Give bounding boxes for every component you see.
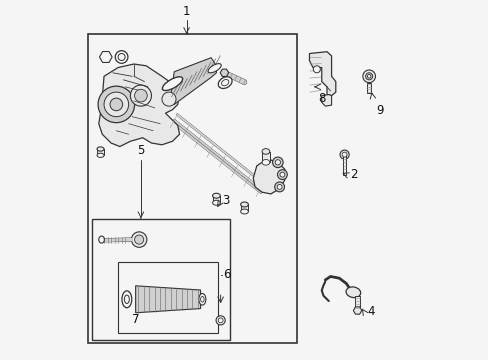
Circle shape bbox=[362, 70, 375, 83]
Polygon shape bbox=[309, 52, 335, 96]
Bar bbox=[354, 297, 359, 309]
Circle shape bbox=[134, 89, 147, 102]
Ellipse shape bbox=[99, 236, 104, 243]
Ellipse shape bbox=[262, 149, 269, 154]
Circle shape bbox=[218, 318, 223, 323]
Ellipse shape bbox=[122, 291, 131, 308]
Circle shape bbox=[162, 92, 176, 106]
Ellipse shape bbox=[218, 77, 232, 89]
Ellipse shape bbox=[162, 77, 182, 90]
Circle shape bbox=[342, 152, 346, 157]
Circle shape bbox=[339, 150, 348, 159]
Circle shape bbox=[134, 235, 143, 244]
Polygon shape bbox=[99, 64, 179, 147]
Circle shape bbox=[118, 54, 125, 60]
Text: 1: 1 bbox=[183, 5, 190, 18]
Circle shape bbox=[366, 75, 370, 78]
Circle shape bbox=[313, 66, 320, 73]
Ellipse shape bbox=[212, 193, 220, 198]
Polygon shape bbox=[321, 95, 331, 106]
Bar bbox=[97, 149, 104, 155]
Ellipse shape bbox=[221, 80, 228, 86]
Polygon shape bbox=[170, 58, 216, 104]
Ellipse shape bbox=[346, 287, 360, 298]
Bar bbox=[92, 219, 230, 340]
Ellipse shape bbox=[97, 153, 104, 157]
Polygon shape bbox=[220, 69, 228, 76]
Circle shape bbox=[272, 157, 283, 168]
Circle shape bbox=[274, 182, 284, 192]
Circle shape bbox=[365, 73, 372, 80]
Bar bbox=[262, 152, 269, 162]
Polygon shape bbox=[99, 51, 112, 63]
Circle shape bbox=[216, 316, 225, 325]
Text: 2: 2 bbox=[349, 168, 357, 181]
Ellipse shape bbox=[240, 202, 248, 207]
Bar bbox=[88, 34, 297, 343]
Ellipse shape bbox=[124, 295, 129, 303]
Polygon shape bbox=[253, 159, 285, 194]
Circle shape bbox=[275, 160, 280, 165]
Text: 3: 3 bbox=[221, 194, 228, 207]
Circle shape bbox=[277, 170, 287, 180]
Ellipse shape bbox=[200, 297, 203, 302]
Circle shape bbox=[104, 92, 128, 117]
Text: 9: 9 bbox=[375, 104, 383, 117]
Bar bbox=[240, 204, 248, 211]
Circle shape bbox=[110, 98, 122, 111]
Text: 5: 5 bbox=[137, 144, 144, 157]
Bar bbox=[118, 262, 218, 333]
Ellipse shape bbox=[240, 209, 248, 214]
Bar bbox=[342, 156, 346, 175]
Circle shape bbox=[280, 172, 285, 177]
Text: 4: 4 bbox=[366, 305, 374, 318]
Bar bbox=[212, 196, 220, 203]
Text: 7: 7 bbox=[132, 313, 139, 326]
Ellipse shape bbox=[212, 200, 220, 205]
Bar bbox=[366, 83, 370, 93]
Ellipse shape bbox=[262, 159, 269, 165]
Text: 6: 6 bbox=[223, 268, 230, 281]
Circle shape bbox=[115, 51, 128, 63]
Circle shape bbox=[130, 85, 151, 106]
Circle shape bbox=[277, 184, 282, 189]
Text: 8: 8 bbox=[318, 92, 325, 105]
Polygon shape bbox=[135, 286, 200, 313]
Polygon shape bbox=[353, 307, 361, 314]
Ellipse shape bbox=[208, 64, 221, 73]
Circle shape bbox=[98, 86, 134, 123]
Ellipse shape bbox=[199, 293, 205, 305]
Ellipse shape bbox=[97, 147, 104, 151]
Circle shape bbox=[131, 232, 146, 247]
